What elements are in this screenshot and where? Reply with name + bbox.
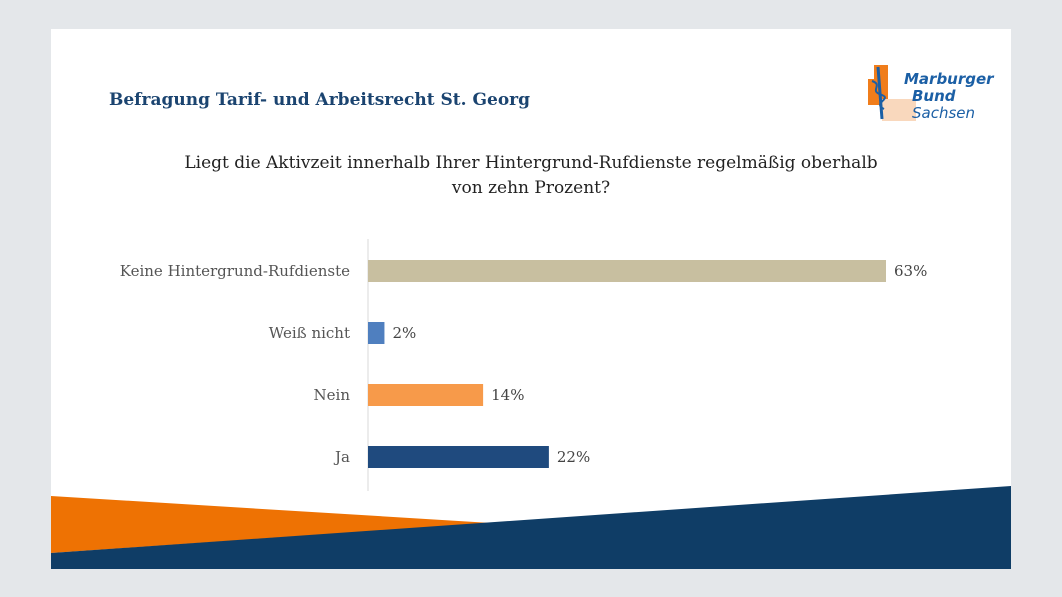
slide: Befragung Tarif- und Arbeitsrecht St. Ge…	[51, 29, 1011, 569]
logo-text-sachsen: Sachsen	[912, 104, 976, 122]
category-label: Weiß nicht	[269, 324, 350, 342]
bar-chart: Keine Hintergrund-Rufdienste 63% Weiß nich…	[120, 239, 927, 491]
footer-orange-wedge	[51, 496, 491, 553]
footer-decoration	[51, 486, 1011, 569]
marburger-bund-logo: Marburger Bund Sachsen	[864, 59, 994, 125]
category-label: Ja	[333, 448, 350, 466]
slide-title: Befragung Tarif- und Arbeitsrecht St. Ge…	[109, 90, 531, 110]
data-label: 63%	[894, 262, 927, 280]
bar	[368, 384, 484, 406]
footer-navy-wedge	[51, 486, 1011, 569]
data-label: 14%	[491, 386, 524, 404]
data-label: 2%	[392, 324, 416, 342]
data-label: 22%	[557, 448, 590, 466]
logo-text-marburger: Marburger	[904, 70, 994, 88]
chart-title: Liegt die Aktivzeit innerhalb Ihrer Hint…	[184, 153, 878, 198]
bar	[368, 260, 886, 282]
category-label: Keine Hintergrund-Rufdienste	[120, 262, 350, 280]
logo-text-bund: Bund	[912, 87, 956, 105]
bar	[368, 446, 549, 468]
logo-emblem-icon	[868, 65, 916, 121]
category-label: Nein	[314, 386, 351, 404]
bar	[368, 322, 385, 344]
